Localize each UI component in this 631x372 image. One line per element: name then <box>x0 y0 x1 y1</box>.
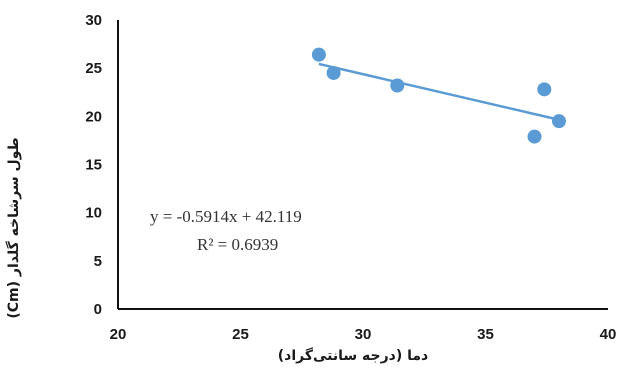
x-tick-label: 40 <box>600 326 617 343</box>
data-point <box>537 82 552 97</box>
x-tick-label: 25 <box>232 326 249 343</box>
y-axis-title: طول سرشاخه گلدار (Cm) <box>5 137 22 318</box>
trendline-group <box>318 62 560 121</box>
y-tick-labels: 0 5 10 15 20 25 30 <box>85 12 102 318</box>
data-point <box>390 78 405 93</box>
data-point <box>527 129 542 144</box>
x-tick-label: 35 <box>477 326 494 343</box>
axes <box>117 20 608 310</box>
x-axis-title: دما (درجه سانتی‌گراد) <box>278 347 428 364</box>
y-tick-label: 5 <box>94 253 102 270</box>
trendline <box>318 62 560 121</box>
trendline-equation: y = -0.5914x + 42.119 <box>150 207 302 226</box>
x-tick-label: 20 <box>110 326 127 343</box>
y-tick-label: 0 <box>94 301 102 318</box>
y-tick-label: 15 <box>85 157 102 174</box>
data-point <box>552 114 566 129</box>
data-point <box>311 47 326 62</box>
y-tick-label: 30 <box>85 12 102 29</box>
x-tick-label: 30 <box>355 326 372 343</box>
y-tick-label: 10 <box>85 205 102 222</box>
data-point <box>326 65 341 80</box>
data-points <box>311 47 566 144</box>
x-tick-labels: 20 25 30 35 40 <box>110 326 617 343</box>
y-tick-label: 20 <box>85 108 102 125</box>
y-tick-label: 25 <box>85 60 102 77</box>
r-squared-label: R² = 0.6939 <box>197 235 278 254</box>
